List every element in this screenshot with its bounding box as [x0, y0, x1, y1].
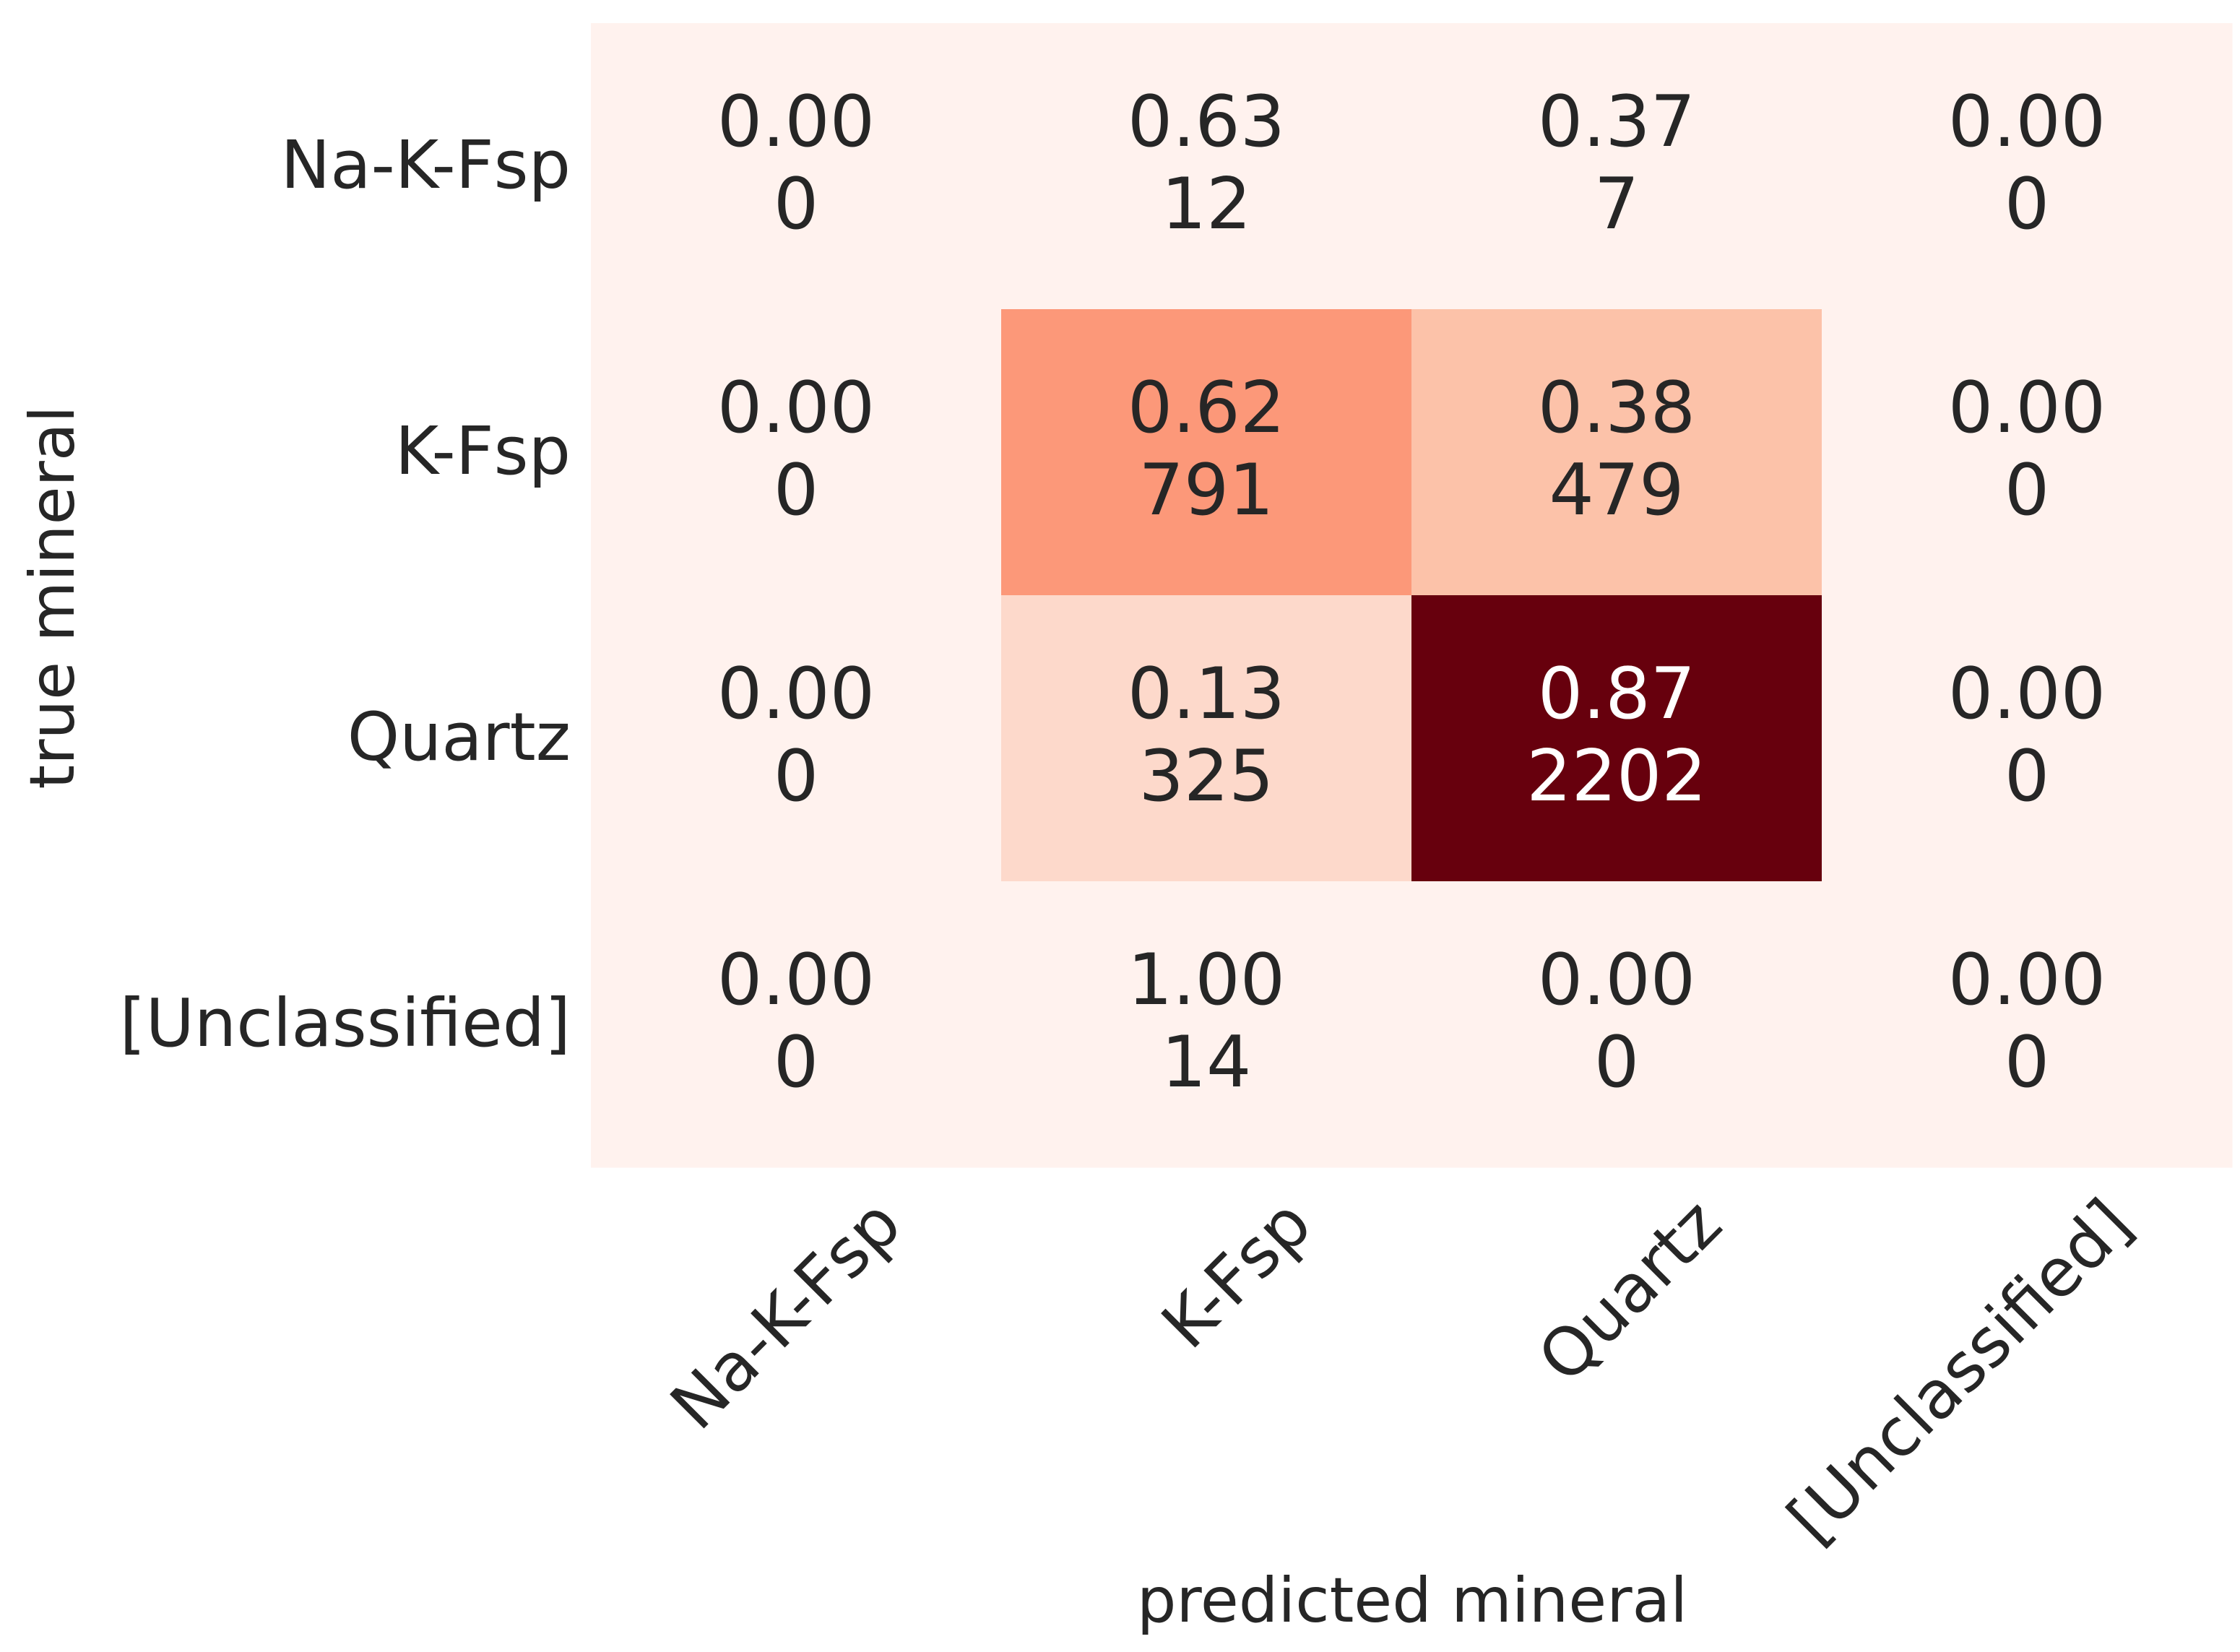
cell-fraction-label-r1-c2: 0.38: [1538, 367, 1695, 449]
heatmap-cell-r1-c3: [1822, 309, 2233, 596]
y-tick-label-unclassified: [Unclassified]: [120, 985, 571, 1062]
cell-fraction-label-r0-c2: 0.37: [1538, 81, 1695, 163]
heatmap-cell-r1-c0: [591, 309, 1002, 596]
x-tick-labels: Na-K-Fsp K-Fsp Quartz [Unclassified]: [656, 1185, 2147, 1558]
x-tick-label-quartz: Quartz: [1523, 1185, 1736, 1397]
cell-fraction-label-r0-c3: 0.00: [1948, 81, 2106, 163]
heatmap-cell-r1-c1: [1001, 309, 1412, 596]
heatmap-cell-r2-c1: [1001, 595, 1412, 882]
cell-count-label-r0-c1: 12: [1162, 163, 1252, 246]
cell-fraction-label-r2-c0: 0.00: [717, 653, 875, 735]
heatmap-cell-r0-c3: [1822, 23, 2233, 310]
cell-count-label-r0-c2: 7: [1594, 163, 1639, 246]
cell-fraction-label-r3-c2: 0.00: [1538, 939, 1695, 1021]
heatmap-cell-r2-c0: [591, 595, 1002, 882]
cell-count-label-r0-c3: 0: [2005, 163, 2049, 246]
cell-fraction-label-r3-c1: 1.00: [1128, 939, 1285, 1021]
cell-count-label-r1-c0: 0: [774, 449, 818, 532]
cell-count-label-r2-c1: 325: [1138, 735, 1273, 818]
cell-fraction-label-r3-c0: 0.00: [717, 939, 875, 1021]
x-tick-label-unclassified: [Unclassified]: [1773, 1185, 2146, 1558]
cell-annotations: 0.0000.63120.3770.0000.0000.627910.38479…: [717, 81, 2106, 1104]
y-tick-label-k-fsp: K-Fsp: [395, 412, 571, 490]
y-axis-label: true mineral: [17, 406, 89, 790]
y-tick-label-na-k-fsp: Na-K-Fsp: [280, 126, 571, 204]
heatmap-cell-r2-c3: [1822, 595, 2233, 882]
cell-fraction-label-r0-c1: 0.63: [1128, 81, 1285, 163]
y-tick-labels: Na-K-Fsp K-Fsp Quartz [Unclassified]: [120, 126, 571, 1062]
cell-fraction-label-r2-c1: 0.13: [1128, 653, 1285, 735]
cell-count-label-r0-c0: 0: [774, 163, 818, 246]
cell-count-label-r1-c2: 479: [1549, 449, 1684, 532]
heatmap-cell-r0-c1: [1001, 23, 1412, 310]
cell-fraction-label-r2-c2: 0.87: [1538, 653, 1695, 735]
cell-fraction-label-r0-c0: 0.00: [717, 81, 875, 163]
cell-count-label-r3-c1: 14: [1162, 1021, 1252, 1104]
x-tick-label-na-k-fsp: Na-K-Fsp: [656, 1185, 916, 1445]
heatmap-cell-r3-c3: [1822, 881, 2233, 1168]
heatmap-cell-r3-c0: [591, 881, 1002, 1168]
cell-fraction-label-r2-c3: 0.00: [1948, 653, 2106, 735]
cell-fraction-label-r1-c1: 0.62: [1128, 367, 1285, 449]
cell-count-label-r1-c1: 791: [1138, 449, 1273, 532]
heatmap-cell-r0-c0: [591, 23, 1002, 310]
heatmap-cell-r1-c2: [1411, 309, 1822, 596]
heatmap-cells: [591, 23, 2233, 1168]
heatmap-cell-r3-c2: [1411, 881, 1822, 1168]
cell-fraction-label-r1-c0: 0.00: [717, 367, 875, 449]
cell-count-label-r1-c3: 0: [2005, 449, 2049, 532]
heatmap-cell-r2-c2: [1411, 595, 1822, 882]
cell-count-label-r2-c0: 0: [774, 735, 818, 818]
cell-fraction-label-r3-c3: 0.00: [1948, 939, 2106, 1021]
cell-fraction-label-r1-c3: 0.00: [1948, 367, 2106, 449]
x-axis-label: predicted mineral: [1137, 1565, 1687, 1637]
heatmap-cell-r0-c2: [1411, 23, 1822, 310]
cell-count-label-r3-c0: 0: [774, 1021, 818, 1104]
x-tick-label-k-fsp: K-Fsp: [1147, 1185, 1326, 1364]
cell-count-label-r2-c2: 2202: [1526, 735, 1706, 818]
cell-count-label-r2-c3: 0: [2005, 735, 2049, 818]
heatmap-cell-r3-c1: [1001, 881, 1412, 1168]
y-tick-label-quartz: Quartz: [347, 699, 571, 776]
cell-count-label-r3-c3: 0: [2005, 1021, 2049, 1104]
cell-count-label-r3-c2: 0: [1594, 1021, 1639, 1104]
